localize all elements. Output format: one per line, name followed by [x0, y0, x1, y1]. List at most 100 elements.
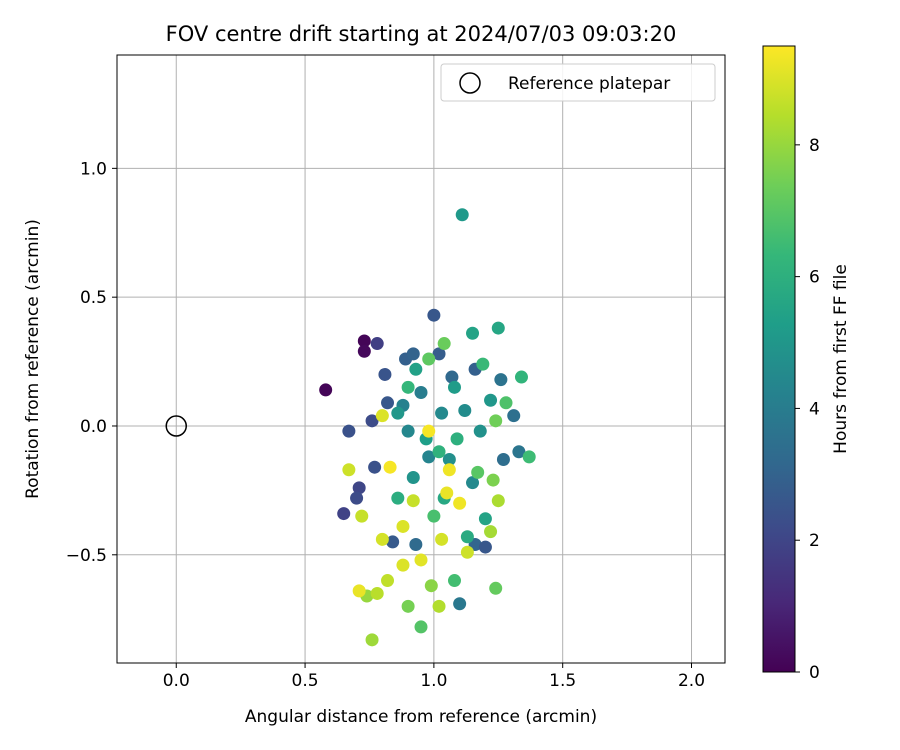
colorbar-tick-label: 2 — [809, 531, 820, 551]
colorbar-tick-label: 4 — [809, 399, 820, 419]
colorbar-ticks: 0 2 4 6 8 — [795, 136, 820, 683]
data-point — [460, 530, 474, 544]
data-point — [491, 321, 505, 335]
data-point — [424, 579, 438, 593]
data-point — [473, 424, 487, 438]
data-point — [427, 308, 441, 322]
data-point — [365, 414, 379, 428]
data-point — [466, 326, 480, 340]
data-point — [450, 432, 464, 446]
colorbar-gradient — [762, 45, 796, 673]
colorbar-tick-label: 6 — [809, 268, 820, 288]
y-tick-label: 1.0 — [80, 159, 107, 179]
data-point — [466, 476, 480, 490]
data-point — [484, 393, 498, 407]
data-point — [484, 525, 498, 539]
data-point — [357, 344, 371, 358]
data-point — [478, 512, 492, 526]
data-point — [432, 599, 446, 613]
data-point — [496, 452, 510, 466]
data-point — [378, 367, 392, 381]
data-point — [375, 409, 389, 423]
x-axis-label: Angular distance from reference (arcmin) — [245, 707, 597, 727]
data-point — [409, 362, 423, 376]
data-point — [471, 465, 485, 479]
data-point — [381, 574, 395, 588]
data-point — [491, 494, 505, 508]
data-point — [453, 597, 467, 611]
data-point — [453, 496, 467, 510]
reference-layer — [165, 415, 188, 437]
y-tick-label: 0.0 — [80, 417, 107, 437]
data-point — [368, 460, 382, 474]
data-point — [401, 599, 415, 613]
data-point — [489, 581, 503, 595]
data-point — [386, 535, 400, 549]
data-point — [355, 509, 369, 523]
data-point — [370, 337, 384, 351]
data-point — [455, 208, 469, 222]
data-point — [365, 633, 379, 647]
data-point — [440, 486, 454, 500]
x-tick-label: 1.5 — [549, 671, 576, 691]
legend-label: Reference platepar — [508, 74, 670, 94]
data-point — [352, 481, 366, 495]
data-point — [522, 450, 536, 464]
data-point — [460, 545, 474, 559]
data-point — [319, 383, 333, 397]
plot-frame — [116, 54, 726, 664]
x-tick-label: 0.0 — [163, 671, 190, 691]
data-point — [401, 380, 415, 394]
data-point — [445, 370, 459, 384]
data-point — [422, 450, 436, 464]
data-point — [514, 370, 528, 384]
data-point — [414, 553, 428, 567]
legend-box — [440, 63, 716, 102]
data-point — [406, 347, 420, 361]
data-point — [435, 406, 449, 420]
x-tick-label: 1.0 — [420, 671, 447, 691]
y-axis-label: Rotation from reference (arcmin) — [23, 219, 43, 499]
colorbar-label: Hours from first FF file — [831, 264, 851, 454]
reference-marker — [165, 415, 188, 437]
data-point — [370, 586, 384, 600]
data-point — [342, 463, 356, 477]
data-point — [342, 424, 356, 438]
data-point — [494, 373, 508, 387]
data-point — [414, 385, 428, 399]
data-point — [476, 357, 490, 371]
data-point — [391, 406, 405, 420]
colorbar-tick-label: 0 — [809, 663, 820, 683]
x-tick-label: 0.5 — [292, 671, 319, 691]
data-point — [396, 558, 410, 572]
data-point — [432, 347, 446, 361]
colorbar: 0 2 4 6 8 Hours from first FF file — [762, 45, 851, 683]
data-point — [447, 574, 461, 588]
x-tick-label: 2.0 — [678, 671, 705, 691]
data-point — [437, 337, 451, 351]
data-point — [478, 540, 492, 554]
data-point — [391, 491, 405, 505]
grid — [117, 55, 725, 663]
data-point — [375, 532, 389, 546]
legend-marker — [459, 72, 481, 94]
data-point — [458, 404, 472, 418]
data-point — [435, 532, 449, 546]
y-tick-label: −0.5 — [66, 546, 107, 566]
data-point — [422, 424, 436, 438]
data-point — [350, 491, 364, 505]
legend: Reference platepar — [440, 63, 716, 102]
data-point — [396, 519, 410, 533]
data-point — [383, 460, 397, 474]
data-point — [337, 507, 351, 521]
data-points — [319, 208, 536, 647]
data-point — [512, 445, 526, 459]
data-point — [489, 414, 503, 428]
data-point — [352, 584, 366, 598]
data-point — [414, 620, 428, 634]
data-point — [406, 494, 420, 508]
data-point — [442, 463, 456, 477]
data-point — [409, 537, 423, 551]
data-point — [432, 445, 446, 459]
